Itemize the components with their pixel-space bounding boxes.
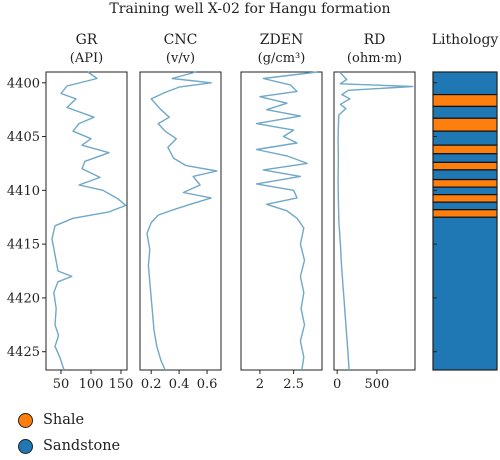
zden-x-tick-label: 2: [256, 377, 264, 392]
zden-track-unit: (g/cm³): [258, 51, 306, 66]
lithology-band-shale: [432, 209, 498, 218]
depth-tick-label: 4405: [7, 130, 40, 145]
cnc-x-tick-label: 0.6: [197, 377, 218, 392]
track-gr: GR (API) 50 100 150: [45, 32, 134, 392]
log-tracks: GR (API) 50 100 150 CNC (v/v) 0.2 0.4 0.6 ZDEN (g/c…: [45, 32, 416, 392]
track-zden: ZDEN (g/cm³) 2 2.5: [240, 32, 323, 392]
gr-curve: [51, 71, 127, 371]
cnc-track-name: CNC: [164, 32, 198, 48]
lithology-band-shale: [432, 144, 498, 155]
track-rd: RD (ohm·m) 0 500: [333, 32, 416, 392]
legend: Shale Sandstone: [18, 408, 120, 460]
cnc-x-tick-label: 0.4: [169, 377, 190, 392]
lithology-band-shale: [432, 194, 498, 203]
legend-item-shale: Shale: [18, 408, 120, 432]
rd-x-tick-label: 0: [333, 377, 341, 392]
lithology-band-sandstone: [432, 201, 498, 211]
cnc-curve: [146, 71, 218, 371]
sandstone-swatch-icon: [18, 438, 33, 454]
lithology-band-sandstone: [432, 71, 498, 96]
lithology-band-sandstone: [432, 216, 498, 371]
gr-track-unit: (API): [70, 51, 103, 66]
zden-x-tick-label: 2.5: [283, 377, 304, 392]
gr-track-name: GR: [76, 32, 98, 48]
zden-track-frame: [240, 71, 323, 371]
lithology-band-shale: [432, 117, 498, 132]
gr-track-frame: [45, 71, 128, 371]
lithology-band-shale: [432, 178, 498, 188]
depth-axis: 4400 4405 4410 4415 4420 4425: [7, 76, 46, 360]
gr-x-tick-label: 100: [79, 377, 104, 392]
lithology-frame: [432, 71, 498, 371]
depth-tick-label: 4400: [7, 76, 40, 91]
lithology-band-sandstone: [432, 105, 498, 119]
lithology-band-sandstone: [432, 130, 498, 146]
cnc-track-frame: [139, 71, 222, 371]
shale-swatch-icon: [18, 412, 33, 428]
legend-item-sandstone: Sandstone: [18, 434, 120, 458]
depth-tick-label: 4415: [7, 238, 40, 253]
gr-x-tick-label: 150: [109, 377, 134, 392]
legend-label-shale: Shale: [43, 412, 85, 428]
lithology-band-shale: [432, 161, 498, 171]
legend-label-sandstone: Sandstone: [43, 438, 121, 454]
cnc-track-unit: (v/v): [166, 51, 195, 66]
cnc-x-tick-label: 0.2: [141, 377, 162, 392]
rd-curve: [337, 71, 414, 371]
depth-tick-label: 4410: [7, 184, 40, 199]
depth-tick-label: 4420: [7, 291, 40, 306]
lithology-title: Lithology: [432, 32, 499, 48]
rd-track-unit: (ohm·m): [347, 51, 402, 66]
zden-curve: [255, 71, 318, 371]
rd-track-name: RD: [364, 32, 386, 48]
zden-track-name: ZDEN: [260, 32, 303, 48]
rd-x-tick-label: 500: [364, 377, 389, 392]
lithology-track: Lithology: [432, 32, 499, 371]
lithology-band-sandstone: [432, 186, 498, 196]
lithology-band-sandstone: [432, 169, 498, 181]
rd-track-frame: [333, 71, 416, 371]
figure-title: Training well X-02 for Hangu formation: [109, 1, 390, 17]
track-cnc: CNC (v/v) 0.2 0.4 0.6: [139, 32, 222, 392]
lithology-band-sandstone: [432, 153, 498, 163]
lithology-band-shale: [432, 93, 498, 108]
gr-x-tick-label: 50: [53, 377, 70, 392]
depth-tick-label: 4425: [7, 345, 40, 360]
